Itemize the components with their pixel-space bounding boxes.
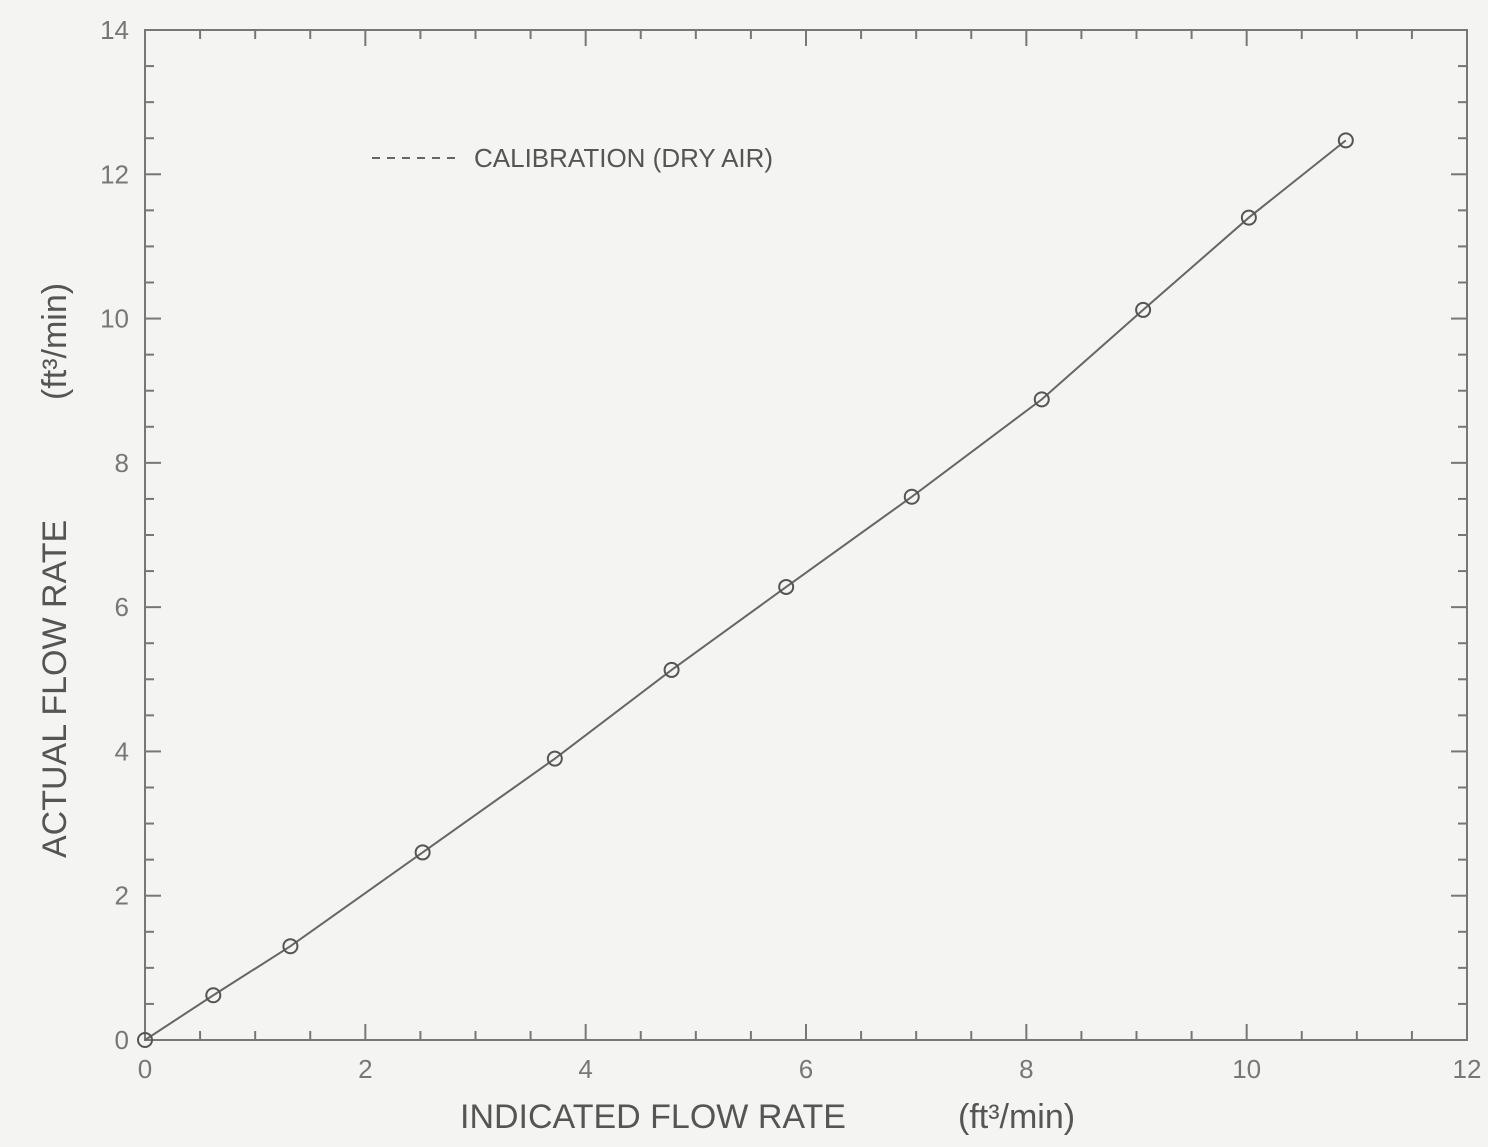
x-tick-label: 4 xyxy=(578,1054,592,1084)
x-tick-label: 10 xyxy=(1232,1054,1261,1084)
y-tick-label: 4 xyxy=(115,736,129,766)
data-point xyxy=(1240,209,1257,226)
y-axis-label: ACTUAL FLOW RATE xyxy=(36,520,74,858)
data-point xyxy=(1033,391,1050,408)
data-point xyxy=(205,987,222,1004)
y-axis-ticks xyxy=(145,29,1467,1041)
legend-entry: CALIBRATION (DRY AIR) xyxy=(474,143,773,173)
y-tick-label: 14 xyxy=(100,15,129,45)
legend: CALIBRATION (DRY AIR) xyxy=(372,143,773,173)
plot-frame xyxy=(144,29,1468,1041)
y-tick-label: 8 xyxy=(115,448,129,478)
x-axis-unit: (ft³/min) xyxy=(958,1098,1075,1136)
y-tick-label: 12 xyxy=(100,159,129,189)
x-axis-tick-labels: 0 2 4 6 8 10 12 xyxy=(138,1054,1482,1084)
y-tick-label: 10 xyxy=(100,304,129,334)
x-axis-ticks xyxy=(144,30,1468,1040)
data-point xyxy=(546,750,563,767)
data-point xyxy=(414,844,431,861)
y-axis-tick-labels: 0 2 4 6 8 10 12 14 xyxy=(100,15,129,1055)
data-point xyxy=(282,938,299,955)
data-point xyxy=(778,578,795,595)
y-tick-label: 2 xyxy=(115,881,129,911)
x-tick-label: 0 xyxy=(138,1054,152,1084)
data-point xyxy=(663,661,680,678)
x-tick-label: 6 xyxy=(799,1054,813,1084)
calibration-markers xyxy=(137,132,1354,1048)
x-tick-label: 12 xyxy=(1453,1054,1482,1084)
x-tick-label: 2 xyxy=(358,1054,372,1084)
y-tick-label: 0 xyxy=(115,1025,129,1055)
data-point xyxy=(903,488,920,505)
x-tick-label: 8 xyxy=(1019,1054,1033,1084)
data-point xyxy=(1337,132,1354,149)
calibration-line xyxy=(144,139,1347,1041)
y-tick-label: 6 xyxy=(115,592,129,622)
data-point xyxy=(137,1032,153,1048)
y-axis-unit: (ft³/min) xyxy=(36,283,74,400)
data-point xyxy=(1135,301,1152,318)
x-axis-label: INDICATED FLOW RATE xyxy=(460,1098,846,1136)
